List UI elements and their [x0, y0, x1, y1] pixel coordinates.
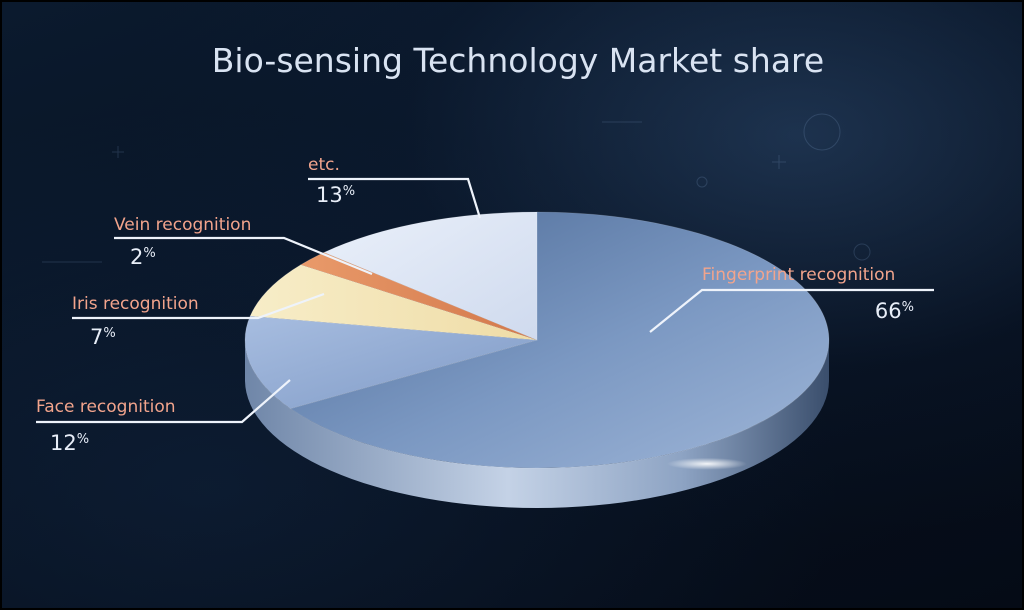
- pie-group: [244, 211, 830, 508]
- pie-slice-iris-recognition: [249, 264, 538, 341]
- background-decoration: [42, 113, 871, 263]
- slice-label-face-recognition: Face recognition: [36, 397, 176, 417]
- slice-label-fingerprint-recognition: Fingerprint recognition: [702, 265, 895, 285]
- pie-slice-fingerprint-recognition: [289, 211, 830, 469]
- callout-line-fingerprint-recognition: [649, 288, 934, 333]
- slice-value-iris-recognition: 7%: [90, 325, 116, 349]
- slice-label-vein-recognition: Vein recognition: [114, 215, 251, 235]
- pie-slice-etc: [323, 211, 538, 341]
- slice-value-fingerprint-recognition: 66%: [875, 299, 914, 323]
- callout-line-vein-recognition: [114, 236, 373, 276]
- pie-slice-face-recognition: [244, 315, 538, 410]
- chart-title: Bio-sensing Technology Market share: [212, 41, 824, 80]
- callout-line-etc: [308, 177, 482, 219]
- slice-label-etc: etc.: [308, 155, 340, 175]
- label-group: Fingerprint recognition 66% Face recogniti…: [36, 155, 934, 455]
- pie-slice-vein-recognition: [299, 251, 538, 341]
- slice-value-etc: 13%: [316, 183, 355, 207]
- callout-line-iris-recognition: [72, 292, 325, 320]
- slice-label-iris-recognition: Iris recognition: [72, 294, 199, 314]
- rim-highlight: [667, 457, 747, 470]
- callout-line-face-recognition: [36, 379, 291, 424]
- slice-value-vein-recognition: 2%: [130, 245, 156, 269]
- slice-value-face-recognition: 12%: [50, 431, 89, 455]
